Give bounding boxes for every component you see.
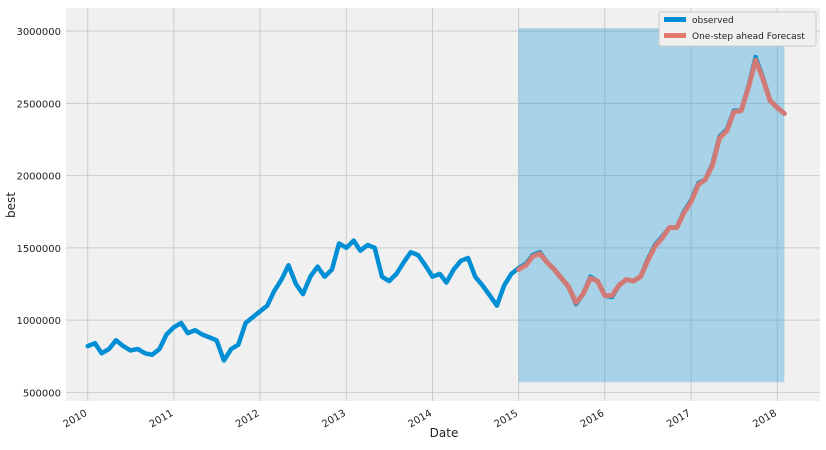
confidence-band bbox=[518, 28, 785, 383]
legend-box bbox=[658, 11, 817, 47]
x-tick-label: 2018 bbox=[751, 408, 779, 430]
grid-lines bbox=[66, 8, 820, 401]
y-axis-label: best bbox=[4, 192, 18, 218]
x-tick-label: 2015 bbox=[493, 408, 521, 430]
legend-swatch-observed bbox=[664, 17, 686, 22]
x-tick-label: 2011 bbox=[148, 408, 176, 430]
series-layer bbox=[85, 54, 787, 363]
x-tick-label: 2010 bbox=[62, 408, 90, 430]
y-tick-label: 3000000 bbox=[16, 27, 61, 38]
y-tick-label: 1500000 bbox=[16, 244, 61, 255]
legend: observed One-step ahead Forecast bbox=[658, 11, 817, 47]
x-axis-label: Date bbox=[430, 426, 459, 440]
x-tick-label: 2012 bbox=[234, 408, 262, 430]
x-tick-label: 2013 bbox=[320, 408, 348, 430]
y-tick-label: 1000000 bbox=[16, 316, 61, 327]
x-tick-label: 2017 bbox=[665, 408, 693, 430]
confidence-band-layer bbox=[518, 28, 785, 383]
legend-label-forecast: One-step ahead Forecast bbox=[692, 32, 805, 42]
plot-background bbox=[66, 8, 820, 401]
legend-label-observed: observed bbox=[692, 16, 734, 26]
y-tick-label: 500000 bbox=[23, 388, 61, 399]
legend-swatch-forecast bbox=[664, 33, 686, 38]
y-tick-label: 2500000 bbox=[16, 99, 61, 110]
y-tick-label: 2000000 bbox=[16, 172, 61, 183]
x-tick-label: 2016 bbox=[579, 408, 607, 430]
series-line-forecast bbox=[516, 57, 787, 306]
